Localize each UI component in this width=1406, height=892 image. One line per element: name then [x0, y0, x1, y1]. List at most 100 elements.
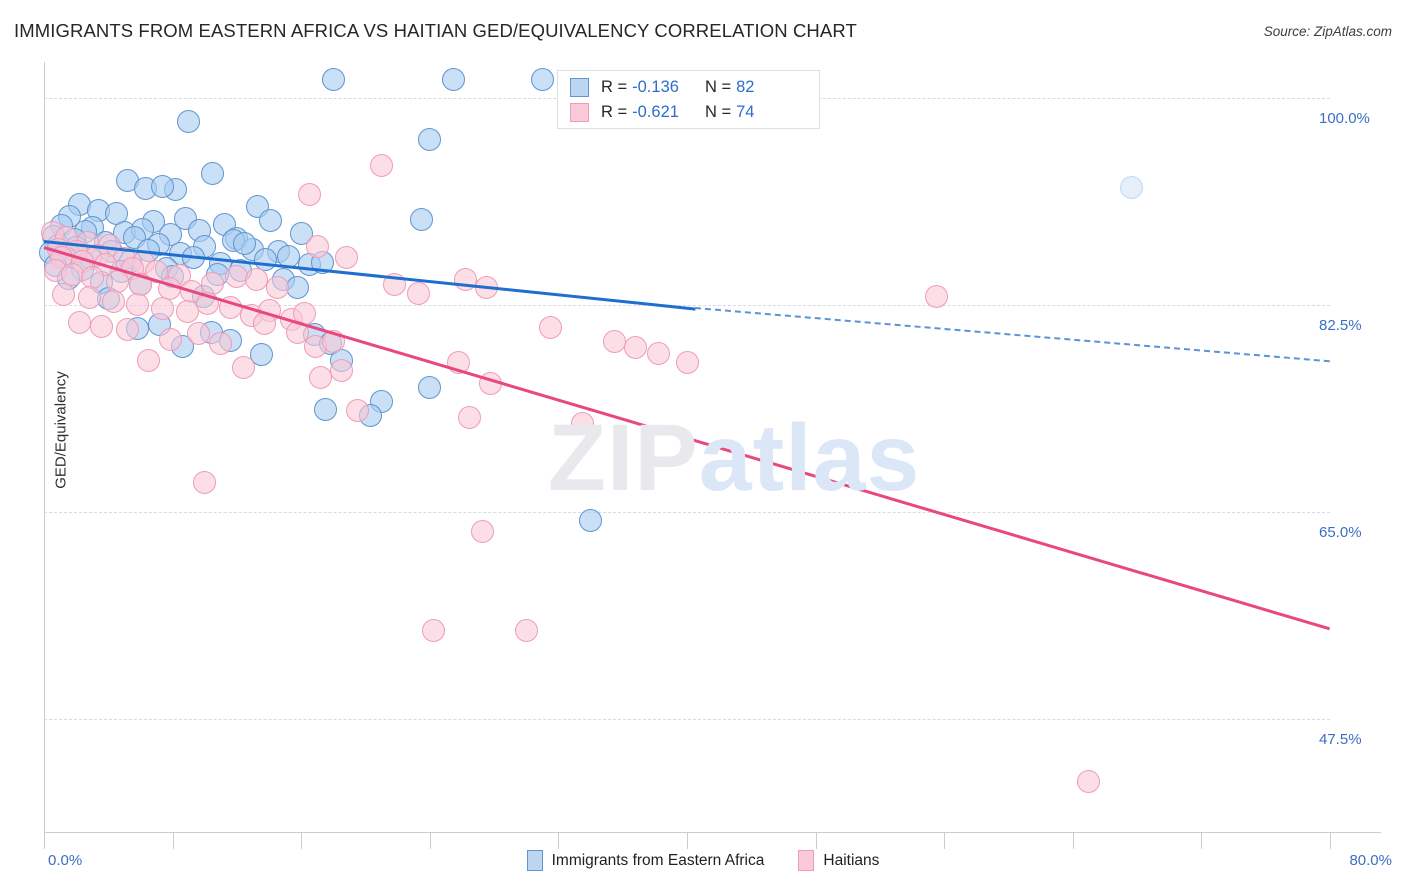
scatter-point-pink[interactable]: [67, 311, 91, 335]
scatter-point-pink[interactable]: [538, 315, 562, 339]
scatter-point-pink[interactable]: [453, 268, 477, 292]
x-tick: [44, 832, 45, 849]
x-tick: [944, 832, 946, 849]
scatter-point-pink[interactable]: [624, 335, 648, 359]
scatter-point-pink[interactable]: [175, 300, 199, 324]
scatter-point-blue[interactable]: [418, 376, 442, 400]
legend-r-value-pink: -0.621: [632, 102, 679, 121]
scatter-point-pink[interactable]: [514, 619, 538, 643]
legend-n-label-pink: N =: [704, 102, 732, 121]
scatter-point-blue[interactable]: [313, 397, 337, 421]
scatter-point-pink[interactable]: [447, 351, 471, 375]
scatter-point-blue[interactable]: [259, 209, 283, 233]
gridline: [44, 304, 1330, 306]
scatter-point-pink[interactable]: [345, 398, 369, 422]
series-legend-item-blue[interactable]: Immigrants from Eastern Africa: [526, 850, 765, 871]
scatter-point-pink[interactable]: [471, 519, 495, 543]
y-tick-label: 47.5%: [1319, 731, 1362, 749]
scatter-point-pink[interactable]: [297, 183, 321, 207]
scatter-point-pink[interactable]: [321, 330, 345, 354]
scatter-point-blue[interactable]: [286, 275, 310, 299]
source-label: Source: ZipAtlas.com: [1263, 24, 1392, 39]
scatter-point-blue[interactable]: [442, 68, 466, 92]
scatter-point-blue[interactable]: [276, 244, 300, 268]
scatter-point-blue[interactable]: [233, 231, 257, 255]
scatter-point-pink[interactable]: [474, 275, 498, 299]
scatter-point-pink[interactable]: [924, 285, 948, 309]
scatter-point-pink[interactable]: [305, 235, 329, 259]
scatter-point-pink[interactable]: [101, 289, 125, 313]
legend-ghost-circle: [1120, 176, 1143, 199]
series-label-pink: Haitians: [823, 851, 880, 869]
scatter-point-pink[interactable]: [334, 245, 358, 269]
scatter-point-pink[interactable]: [218, 295, 242, 319]
x-tick: [815, 832, 817, 849]
y-tick-label: 82.5%: [1319, 316, 1362, 334]
scatter-point-pink[interactable]: [51, 282, 75, 306]
scatter-point-pink[interactable]: [286, 320, 310, 344]
scatter-point-blue[interactable]: [321, 68, 345, 92]
series-legend-item-pink[interactable]: Haitians: [798, 850, 879, 871]
scatter-point-pink[interactable]: [421, 619, 445, 643]
scatter-point-pink[interactable]: [193, 471, 217, 495]
legend-row-blue: R = -0.136 N = 82: [570, 75, 819, 100]
scatter-point-pink[interactable]: [231, 356, 255, 380]
legend-n-value-blue: 82: [736, 77, 755, 96]
legend-swatch-pink: [570, 102, 589, 122]
x-tick-label-max: 80.0%: [1349, 852, 1392, 869]
scatter-point-pink[interactable]: [571, 411, 594, 435]
scatter-point-blue[interactable]: [418, 127, 442, 151]
y-axis-title: GED/Equivalency: [6, 330, 69, 530]
series-swatch-blue: [526, 850, 543, 871]
scatter-point-pink[interactable]: [308, 365, 332, 389]
scatter-point-blue[interactable]: [177, 109, 201, 133]
scatter-point-pink[interactable]: [370, 153, 394, 177]
scatter-point-pink[interactable]: [407, 281, 431, 305]
scatter-point-pink[interactable]: [186, 321, 210, 345]
scatter-point-blue[interactable]: [151, 174, 175, 198]
series-label-blue: Immigrants from Eastern Africa: [551, 851, 765, 869]
scatter-point-pink[interactable]: [136, 349, 160, 373]
scatter-point-pink[interactable]: [265, 275, 289, 299]
scatter-point-pink[interactable]: [675, 351, 699, 375]
scatter-point-blue[interactable]: [201, 161, 225, 185]
scatter-point-blue[interactable]: [410, 208, 434, 232]
scatter-point-pink[interactable]: [646, 341, 670, 365]
scatter-point-pink[interactable]: [479, 371, 503, 395]
legend-row-pink: R = -0.621 N = 74: [570, 100, 819, 125]
y-tick-label: 65.0%: [1319, 524, 1362, 542]
scatter-point-pink[interactable]: [196, 292, 220, 316]
x-tick: [558, 832, 560, 849]
y-tick-label: 100.0%: [1319, 109, 1370, 127]
scatter-point-pink[interactable]: [329, 358, 353, 382]
x-tick-label-min: 0.0%: [48, 852, 83, 869]
scatter-point-pink[interactable]: [252, 312, 276, 336]
legend-n-label-blue: N =: [704, 77, 732, 96]
gridline: [44, 719, 1330, 721]
scatter-point-pink[interactable]: [125, 293, 149, 317]
page-title: IMMIGRANTS FROM EASTERN AFRICA VS HAITIA…: [14, 20, 857, 41]
x-tick: [1072, 832, 1074, 849]
x-tick: [429, 832, 431, 849]
scatter-point-pink[interactable]: [151, 296, 175, 320]
scatter-point-pink[interactable]: [90, 314, 114, 338]
scatter-point-blue[interactable]: [530, 68, 554, 92]
scatter-point-pink[interactable]: [159, 327, 183, 351]
scatter-point-pink[interactable]: [209, 332, 233, 356]
series-swatch-pink: [798, 850, 815, 871]
legend-r-value-blue: -0.136: [632, 77, 679, 96]
legend-n-value-pink: 74: [736, 102, 755, 121]
scatter-point-pink[interactable]: [116, 318, 140, 342]
scatter-point-blue[interactable]: [249, 343, 273, 367]
gridline: [44, 512, 1330, 514]
y-axis-line: [44, 62, 45, 832]
scatter-point-pink[interactable]: [1077, 769, 1101, 793]
scatter-point-blue[interactable]: [579, 508, 603, 532]
scatter-point-pink[interactable]: [382, 273, 406, 297]
legend-swatch-blue: [570, 77, 589, 97]
scatter-point-pink[interactable]: [77, 286, 101, 310]
scatter-point-pink[interactable]: [458, 405, 482, 429]
scatter-point-blue[interactable]: [181, 245, 205, 269]
x-tick: [1330, 832, 1331, 849]
